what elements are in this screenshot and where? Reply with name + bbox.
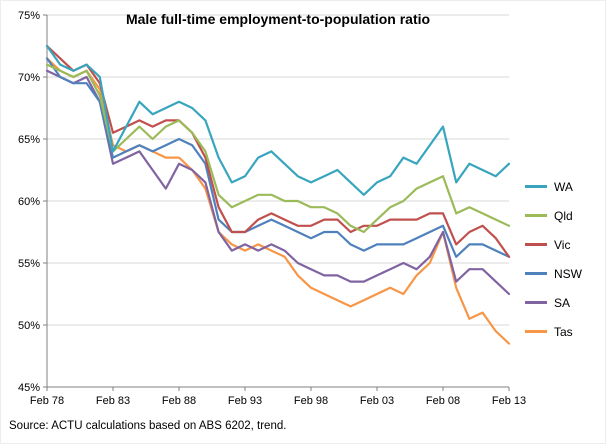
svg-text:45%: 45% xyxy=(18,382,40,394)
legend-label-nsw: NSW xyxy=(554,266,582,281)
legend-swatch-tas xyxy=(525,330,547,333)
svg-text:50%: 50% xyxy=(18,320,40,332)
legend-item-vic: Vic xyxy=(525,230,582,259)
svg-text:65%: 65% xyxy=(18,134,40,146)
legend-item-nsw: NSW xyxy=(525,259,582,288)
legend-swatch-wa xyxy=(525,185,547,188)
source-note: Source: ACTU calculations based on ABS 6… xyxy=(9,420,287,432)
svg-text:75%: 75% xyxy=(18,10,40,22)
legend-label-wa: WA xyxy=(554,179,573,194)
legend-item-wa: WA xyxy=(525,172,582,201)
legend-label-vic: Vic xyxy=(554,237,571,252)
legend-swatch-nsw xyxy=(525,272,547,275)
chart-title: Male full-time employment-to-population … xyxy=(125,11,431,27)
chart-legend: WA Qld Vic NSW SA Tas xyxy=(525,172,582,346)
svg-text:60%: 60% xyxy=(18,196,40,208)
legend-item-qld: Qld xyxy=(525,201,582,230)
legend-label-qld: Qld xyxy=(554,208,573,223)
svg-text:Feb 83: Feb 83 xyxy=(96,395,130,407)
legend-label-sa: SA xyxy=(554,295,571,310)
svg-text:Feb 03: Feb 03 xyxy=(360,395,394,407)
legend-item-sa: SA xyxy=(525,288,582,317)
svg-text:Feb 78: Feb 78 xyxy=(30,395,64,407)
legend-swatch-qld xyxy=(525,214,547,217)
svg-text:Feb 98: Feb 98 xyxy=(294,395,328,407)
svg-text:Feb 93: Feb 93 xyxy=(228,395,262,407)
svg-text:Feb 08: Feb 08 xyxy=(426,395,460,407)
svg-text:70%: 70% xyxy=(18,72,40,84)
svg-text:Feb 13: Feb 13 xyxy=(492,395,526,407)
legend-swatch-sa xyxy=(525,301,547,304)
legend-item-tas: Tas xyxy=(525,317,582,346)
legend-swatch-vic xyxy=(525,243,547,246)
legend-label-tas: Tas xyxy=(554,324,573,339)
chart-plot-area: 45% 50% 55% 60% 65% 70% 75% Feb 78 Feb 83 Feb 88 F… xyxy=(18,10,526,407)
svg-text:Feb 88: Feb 88 xyxy=(162,395,196,407)
svg-text:55%: 55% xyxy=(18,258,40,270)
